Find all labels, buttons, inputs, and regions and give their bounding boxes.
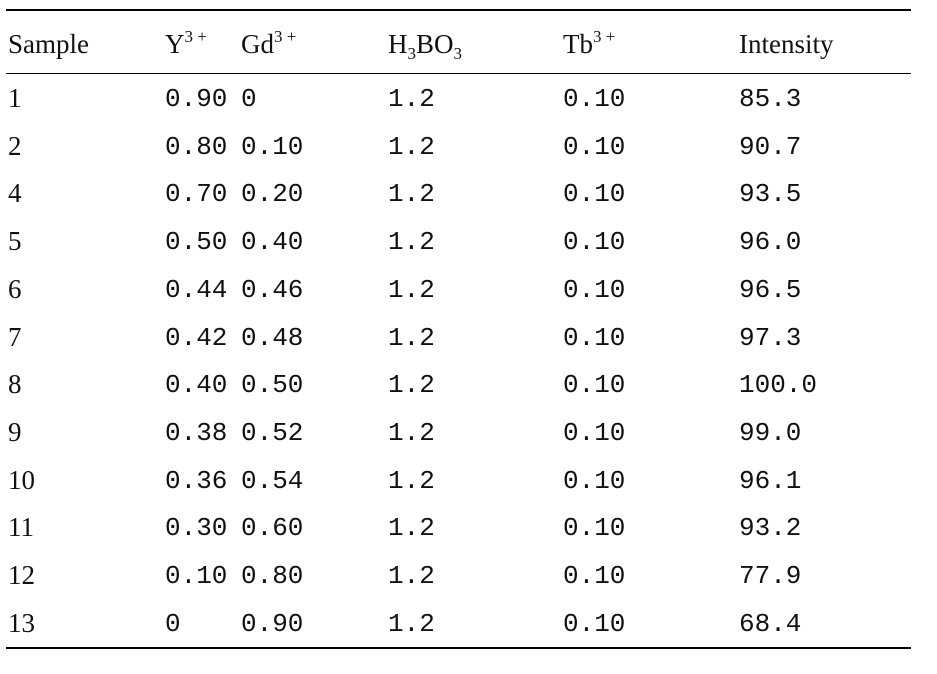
- header-gd-charge: 3 +: [274, 27, 297, 46]
- header-h3bo3-h: H: [388, 29, 408, 59]
- cell-sample: 10: [8, 464, 35, 495]
- cell-h3bo3: 1.2: [388, 465, 435, 496]
- cell-gd: 0.48: [241, 322, 304, 353]
- cell-tb: 0.10: [563, 561, 626, 591]
- cell-gd: 0.20: [241, 179, 304, 210]
- cell-gd: 0.46: [241, 274, 304, 305]
- cell-intensity: 93.5: [739, 179, 802, 210]
- bottom-rule: [6, 647, 911, 649]
- cell-intensity: 100.0: [739, 370, 818, 401]
- header-h3bo3-bo-sub: 3: [453, 44, 463, 63]
- header-h3bo3-h-sub: 3: [407, 44, 417, 63]
- header-gd-base: Gd: [241, 29, 274, 59]
- cell-y: 0.70: [165, 179, 228, 210]
- cell-intensity: 96.0: [739, 227, 802, 258]
- cell-intensity: 90.7: [739, 131, 802, 162]
- cell-gd: 0.60: [241, 513, 304, 544]
- header-intensity: Intensity: [739, 29, 834, 59]
- cell-tb: 0.10: [563, 608, 626, 639]
- cell-intensity: 99.0: [739, 417, 802, 448]
- cell-sample: 11: [8, 512, 34, 543]
- cell-sample: 5: [8, 226, 22, 257]
- cell-h3bo3: 1.2: [388, 513, 435, 544]
- cell-h3bo3: 1.2: [388, 131, 435, 162]
- cell-y: 0.38: [165, 417, 228, 448]
- cell-intensity: 68.4: [739, 608, 802, 639]
- cell-y: 0.50: [165, 227, 228, 258]
- cell-intensity: 93.2: [739, 513, 802, 544]
- cell-y: 0.80: [165, 131, 228, 162]
- cell-h3bo3: 1.2: [388, 561, 435, 591]
- cell-h3bo3: 1.2: [388, 179, 435, 210]
- header-y: Y3 +: [165, 28, 207, 59]
- header-tb: Tb3 +: [563, 28, 615, 59]
- cell-gd: 0: [241, 84, 257, 114]
- cell-sample: 12: [8, 560, 35, 590]
- header-tb-charge: 3 +: [593, 27, 616, 46]
- cell-sample: 8: [8, 369, 22, 400]
- cell-tb: 0.10: [563, 513, 626, 544]
- cell-sample: 9: [8, 416, 22, 447]
- cell-gd: 0.10: [241, 131, 304, 162]
- cell-intensity: 77.9: [739, 561, 802, 591]
- cell-gd: 0.90: [241, 608, 304, 639]
- cell-tb: 0.10: [563, 84, 626, 114]
- cell-tb: 0.10: [563, 131, 626, 162]
- cell-intensity: 97.3: [739, 322, 802, 353]
- top-rule: [6, 9, 911, 11]
- cell-h3bo3: 1.2: [388, 84, 435, 114]
- cell-y: 0.36: [165, 465, 228, 496]
- cell-h3bo3: 1.2: [388, 227, 435, 258]
- cell-y: 0.10: [165, 561, 228, 591]
- cell-h3bo3: 1.2: [388, 608, 435, 639]
- cell-gd: 0.40: [241, 227, 304, 258]
- cell-sample: 13: [8, 607, 35, 638]
- cell-tb: 0.10: [563, 322, 626, 353]
- cell-tb: 0.10: [563, 465, 626, 496]
- cell-sample: 1: [8, 83, 22, 113]
- cell-h3bo3: 1.2: [388, 274, 435, 305]
- cell-gd: 0.52: [241, 417, 304, 448]
- cell-y: 0.90: [165, 84, 228, 114]
- cell-gd: 0.80: [241, 561, 304, 591]
- header-rule: [6, 73, 911, 75]
- cell-y: 0.42: [165, 322, 228, 353]
- cell-gd: 0.54: [241, 465, 304, 496]
- header-y-base: Y: [165, 29, 185, 59]
- cell-tb: 0.10: [563, 227, 626, 258]
- cell-sample: 6: [8, 273, 22, 304]
- header-h3bo3: H3BO3: [388, 29, 462, 63]
- cell-tb: 0.10: [563, 274, 626, 305]
- cell-tb: 0.10: [563, 370, 626, 401]
- cell-h3bo3: 1.2: [388, 417, 435, 448]
- cell-sample: 7: [8, 321, 22, 352]
- cell-h3bo3: 1.2: [388, 370, 435, 401]
- cell-y: 0: [165, 608, 181, 639]
- cell-y: 0.44: [165, 274, 228, 305]
- cell-sample: 2: [8, 130, 22, 161]
- cell-tb: 0.10: [563, 179, 626, 210]
- header-gd: Gd3 +: [241, 28, 296, 59]
- header-y-charge: 3 +: [184, 27, 207, 46]
- cell-intensity: 85.3: [739, 84, 802, 114]
- cell-tb: 0.10: [563, 417, 626, 448]
- cell-y: 0.40: [165, 370, 228, 401]
- header-h3bo3-bo: BO: [416, 29, 454, 59]
- header-sample: Sample: [8, 29, 89, 59]
- cell-sample: 4: [8, 178, 22, 209]
- cell-intensity: 96.5: [739, 274, 802, 305]
- header-tb-base: Tb: [563, 29, 593, 59]
- cell-gd: 0.50: [241, 370, 304, 401]
- cell-intensity: 96.1: [739, 465, 802, 496]
- cell-y: 0.30: [165, 513, 228, 544]
- cell-h3bo3: 1.2: [388, 322, 435, 353]
